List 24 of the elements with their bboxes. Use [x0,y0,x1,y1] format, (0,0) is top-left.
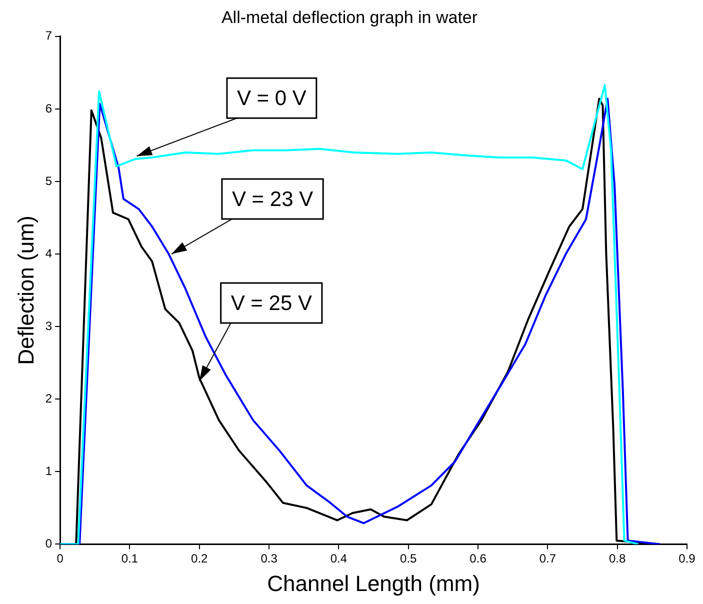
y-tick-label: 7 [45,28,52,43]
annotation: V = 25 V [230,292,312,315]
x-tick-label: 0.5 [400,552,418,566]
x-axis-title: Channel Length (mm) [267,570,480,596]
chart-title: All-metal deflection graph in water [221,8,478,27]
y-axis-title: Deflection (um) [13,216,38,365]
x-tick-label: 0.8 [609,552,626,566]
y-tick-label: 2 [45,391,52,406]
y-tick-label: 3 [45,318,52,333]
annotation: V = 0 V [236,86,306,110]
x-tick-label: 0.6 [470,552,487,566]
y-tick-label: 1 [45,464,52,478]
x-tick-label: 0.2 [191,552,208,566]
x-tick-label: 0 [56,552,64,566]
y-tick-label: 4 [45,246,52,260]
x-tick-label: 0.3 [260,552,278,566]
x-tick-label: 0.7 [539,552,556,566]
y-tick-label: 0 [45,536,52,551]
x-tick-label: 0.9 [678,552,696,566]
y-tick-label: 6 [45,101,52,116]
annotation: V = 23 V [232,188,314,211]
x-tick-label: 0.4 [330,552,348,566]
x-tick-label: 0.1 [121,552,138,566]
y-tick-label: 5 [45,174,52,188]
